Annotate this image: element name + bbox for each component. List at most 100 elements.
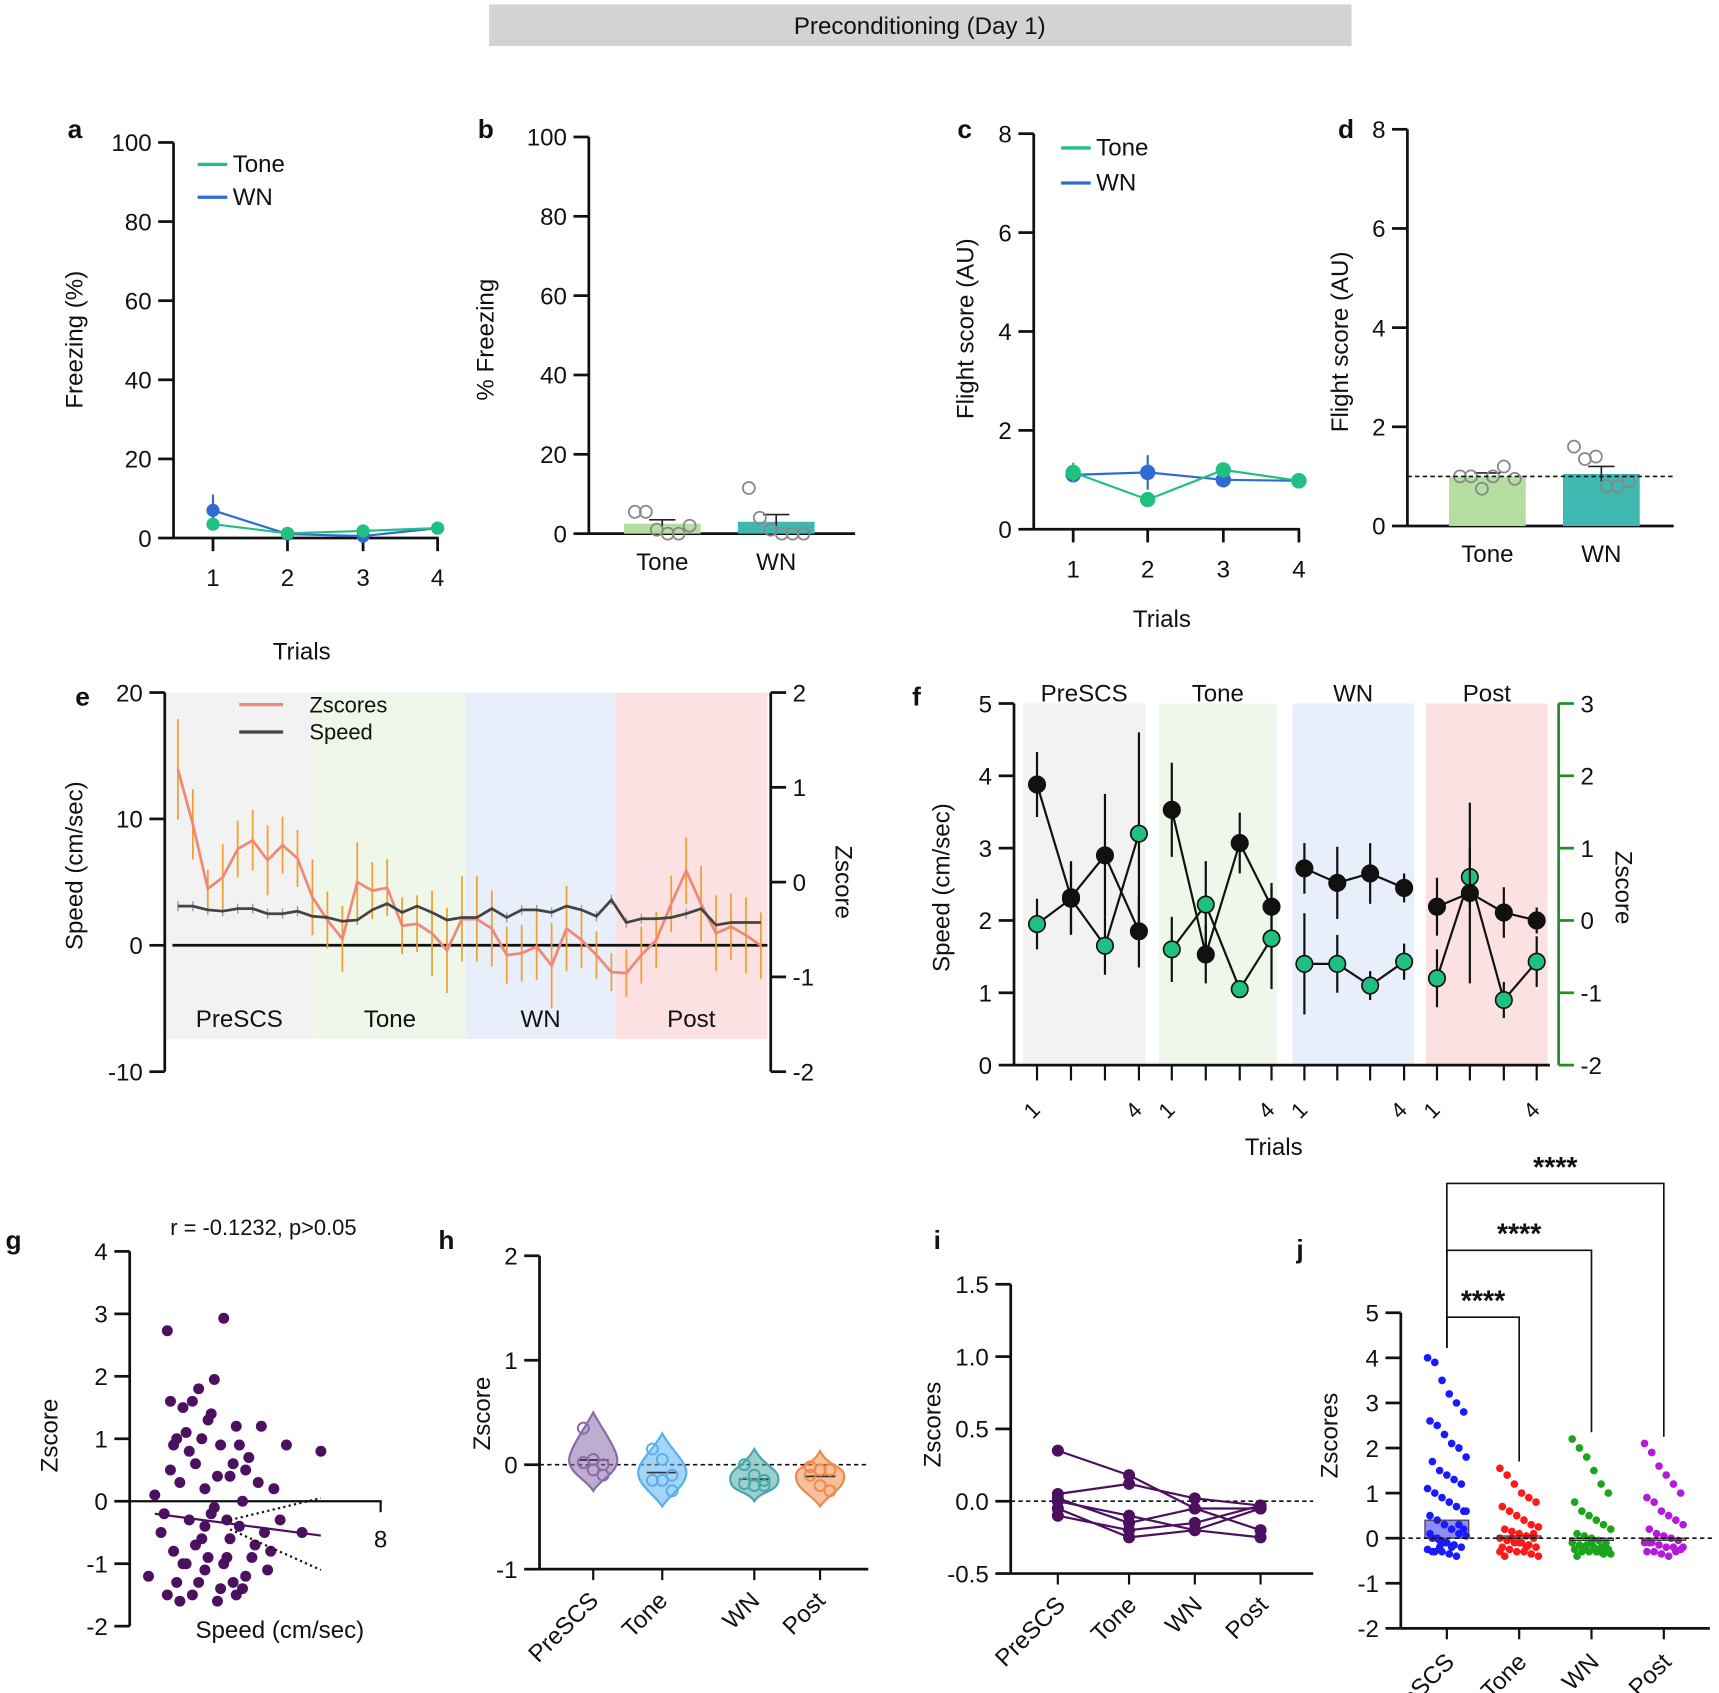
j-x-tick-label: WN (1557, 1649, 1604, 1693)
j-data-point (1662, 1543, 1671, 1552)
g-x-label: Speed (cm/sec) (195, 1617, 364, 1644)
j-data-point (1594, 1547, 1603, 1556)
d-y-axis-tick-label: 6 (1372, 216, 1385, 243)
e-y-label-left: Speed (cm/sec) (62, 781, 89, 950)
j-data-point (1515, 1538, 1524, 1547)
g-data-point (240, 1570, 252, 1582)
j-data-point (1498, 1502, 1507, 1511)
f-x-tick-label: 4 (1518, 1097, 1544, 1123)
g-ci-lower (229, 1528, 322, 1571)
j-data-point (1590, 1466, 1598, 1475)
e-region-label: WN (521, 1006, 561, 1033)
d-data-point (1578, 452, 1592, 466)
h-data-point (813, 1479, 827, 1493)
d-data-point (1610, 479, 1625, 494)
j-data-point (1652, 1529, 1661, 1538)
panel-letter: c (957, 114, 972, 144)
h-data-point (576, 1456, 590, 1470)
f-zscore-point (1295, 954, 1314, 973)
g-data-point (280, 1439, 292, 1451)
c-data-point (1215, 462, 1231, 478)
f-y-axis-left-tick-label: 1 (979, 981, 992, 1008)
h-data-point (665, 1468, 679, 1482)
c-y-axis-tick-label: 2 (998, 418, 1011, 445)
h-x-tick-label: PreSCS (523, 1587, 604, 1668)
j-data-point (1582, 1453, 1591, 1461)
i-subject-line (1057, 1482, 1261, 1507)
j-data-point (1527, 1520, 1536, 1529)
f-speed-point (1162, 800, 1181, 819)
h-data-point (823, 1484, 837, 1498)
g-data-point (224, 1470, 236, 1482)
h-violin (729, 1446, 780, 1504)
g-data-point (218, 1558, 230, 1570)
j-y-axis-tick-label: 4 (1365, 1346, 1378, 1373)
j-data-point (1452, 1552, 1461, 1561)
j-data-point (1455, 1444, 1463, 1452)
g-data-point (227, 1458, 239, 1470)
d-data-point (1621, 474, 1636, 489)
j-data-point (1650, 1547, 1659, 1556)
j-data-point (1645, 1525, 1654, 1533)
g-data-point (211, 1595, 223, 1607)
a-data-point (206, 503, 220, 517)
j-data-point (1568, 1435, 1577, 1443)
j-data-point (1435, 1543, 1444, 1552)
i-x-tick-label: WN (1160, 1592, 1207, 1639)
d-x-tick-label: Tone (1461, 541, 1513, 568)
g-data-point (180, 1558, 192, 1570)
h-x-tick-label: Tone (617, 1587, 673, 1643)
a-series-line (212, 523, 438, 535)
j-data-point (1640, 1439, 1649, 1448)
f-region-label: Tone (1192, 680, 1244, 707)
f-speed-point (1027, 775, 1047, 794)
f-speed-point (1061, 888, 1081, 907)
i-data-point (1188, 1516, 1201, 1529)
h-data-point (747, 1479, 761, 1493)
g-data-point (255, 1420, 267, 1432)
e-zscores-line (176, 768, 762, 975)
h-y-label: Zscore (469, 1377, 496, 1451)
e-y-axis-right-tick-label: 1 (793, 775, 806, 802)
f-region-post (1426, 703, 1548, 1066)
e-region-label: Post (667, 1006, 716, 1033)
i-subject-line (1057, 1500, 1261, 1532)
i-y-axis-tick-label: 0.5 (955, 1417, 989, 1444)
j-significance-bracket (1446, 1316, 1520, 1462)
i-x-tick-label: Post (1220, 1591, 1273, 1644)
i-y-axis-tick-label: 0.0 (955, 1489, 989, 1516)
g-data-point (237, 1495, 249, 1507)
j-data-point (1520, 1516, 1528, 1524)
c-y-axis-tick-label: 4 (998, 319, 1011, 346)
j-data-point (1534, 1552, 1543, 1561)
g-data-point (190, 1458, 201, 1470)
d-data-point (1599, 479, 1614, 494)
i-data-point (1188, 1492, 1201, 1505)
c-legend-wn: WN (1096, 170, 1136, 197)
j-data-point (1604, 1489, 1613, 1497)
f-x-tick-label: 1 (1019, 1097, 1045, 1123)
j-data-point (1532, 1498, 1540, 1506)
g-data-point (215, 1583, 227, 1595)
j-data-point (1445, 1390, 1454, 1398)
g-y-axis-tick-label: 4 (94, 1239, 107, 1266)
j-y-axis-tick-label: 0 (1365, 1526, 1378, 1553)
d-y-axis-tick-label: 8 (1372, 117, 1385, 144)
h-data-point (586, 1463, 600, 1477)
f-y-axis-right-tick-label: -1 (1581, 981, 1602, 1008)
j-x-tick-label: Tone (1476, 1649, 1532, 1693)
j-data-point (1438, 1493, 1446, 1502)
a-x-tick-label: 4 (431, 565, 444, 592)
g-data-point (158, 1508, 170, 1520)
f-speed-line (1436, 891, 1537, 922)
f-speed-line (1170, 809, 1273, 959)
j-y-axis-tick-label: -1 (1357, 1571, 1378, 1598)
h-violin (568, 1410, 619, 1493)
g-ci-upper (229, 1497, 322, 1522)
f-zscore-point (1328, 954, 1347, 973)
j-data-point (1423, 1354, 1432, 1362)
i-subject-line (1057, 1504, 1261, 1532)
h-data-point (803, 1468, 817, 1482)
i-y-axis-tick-label: 1.5 (955, 1272, 989, 1299)
b-x-tick-label: WN (756, 549, 796, 576)
